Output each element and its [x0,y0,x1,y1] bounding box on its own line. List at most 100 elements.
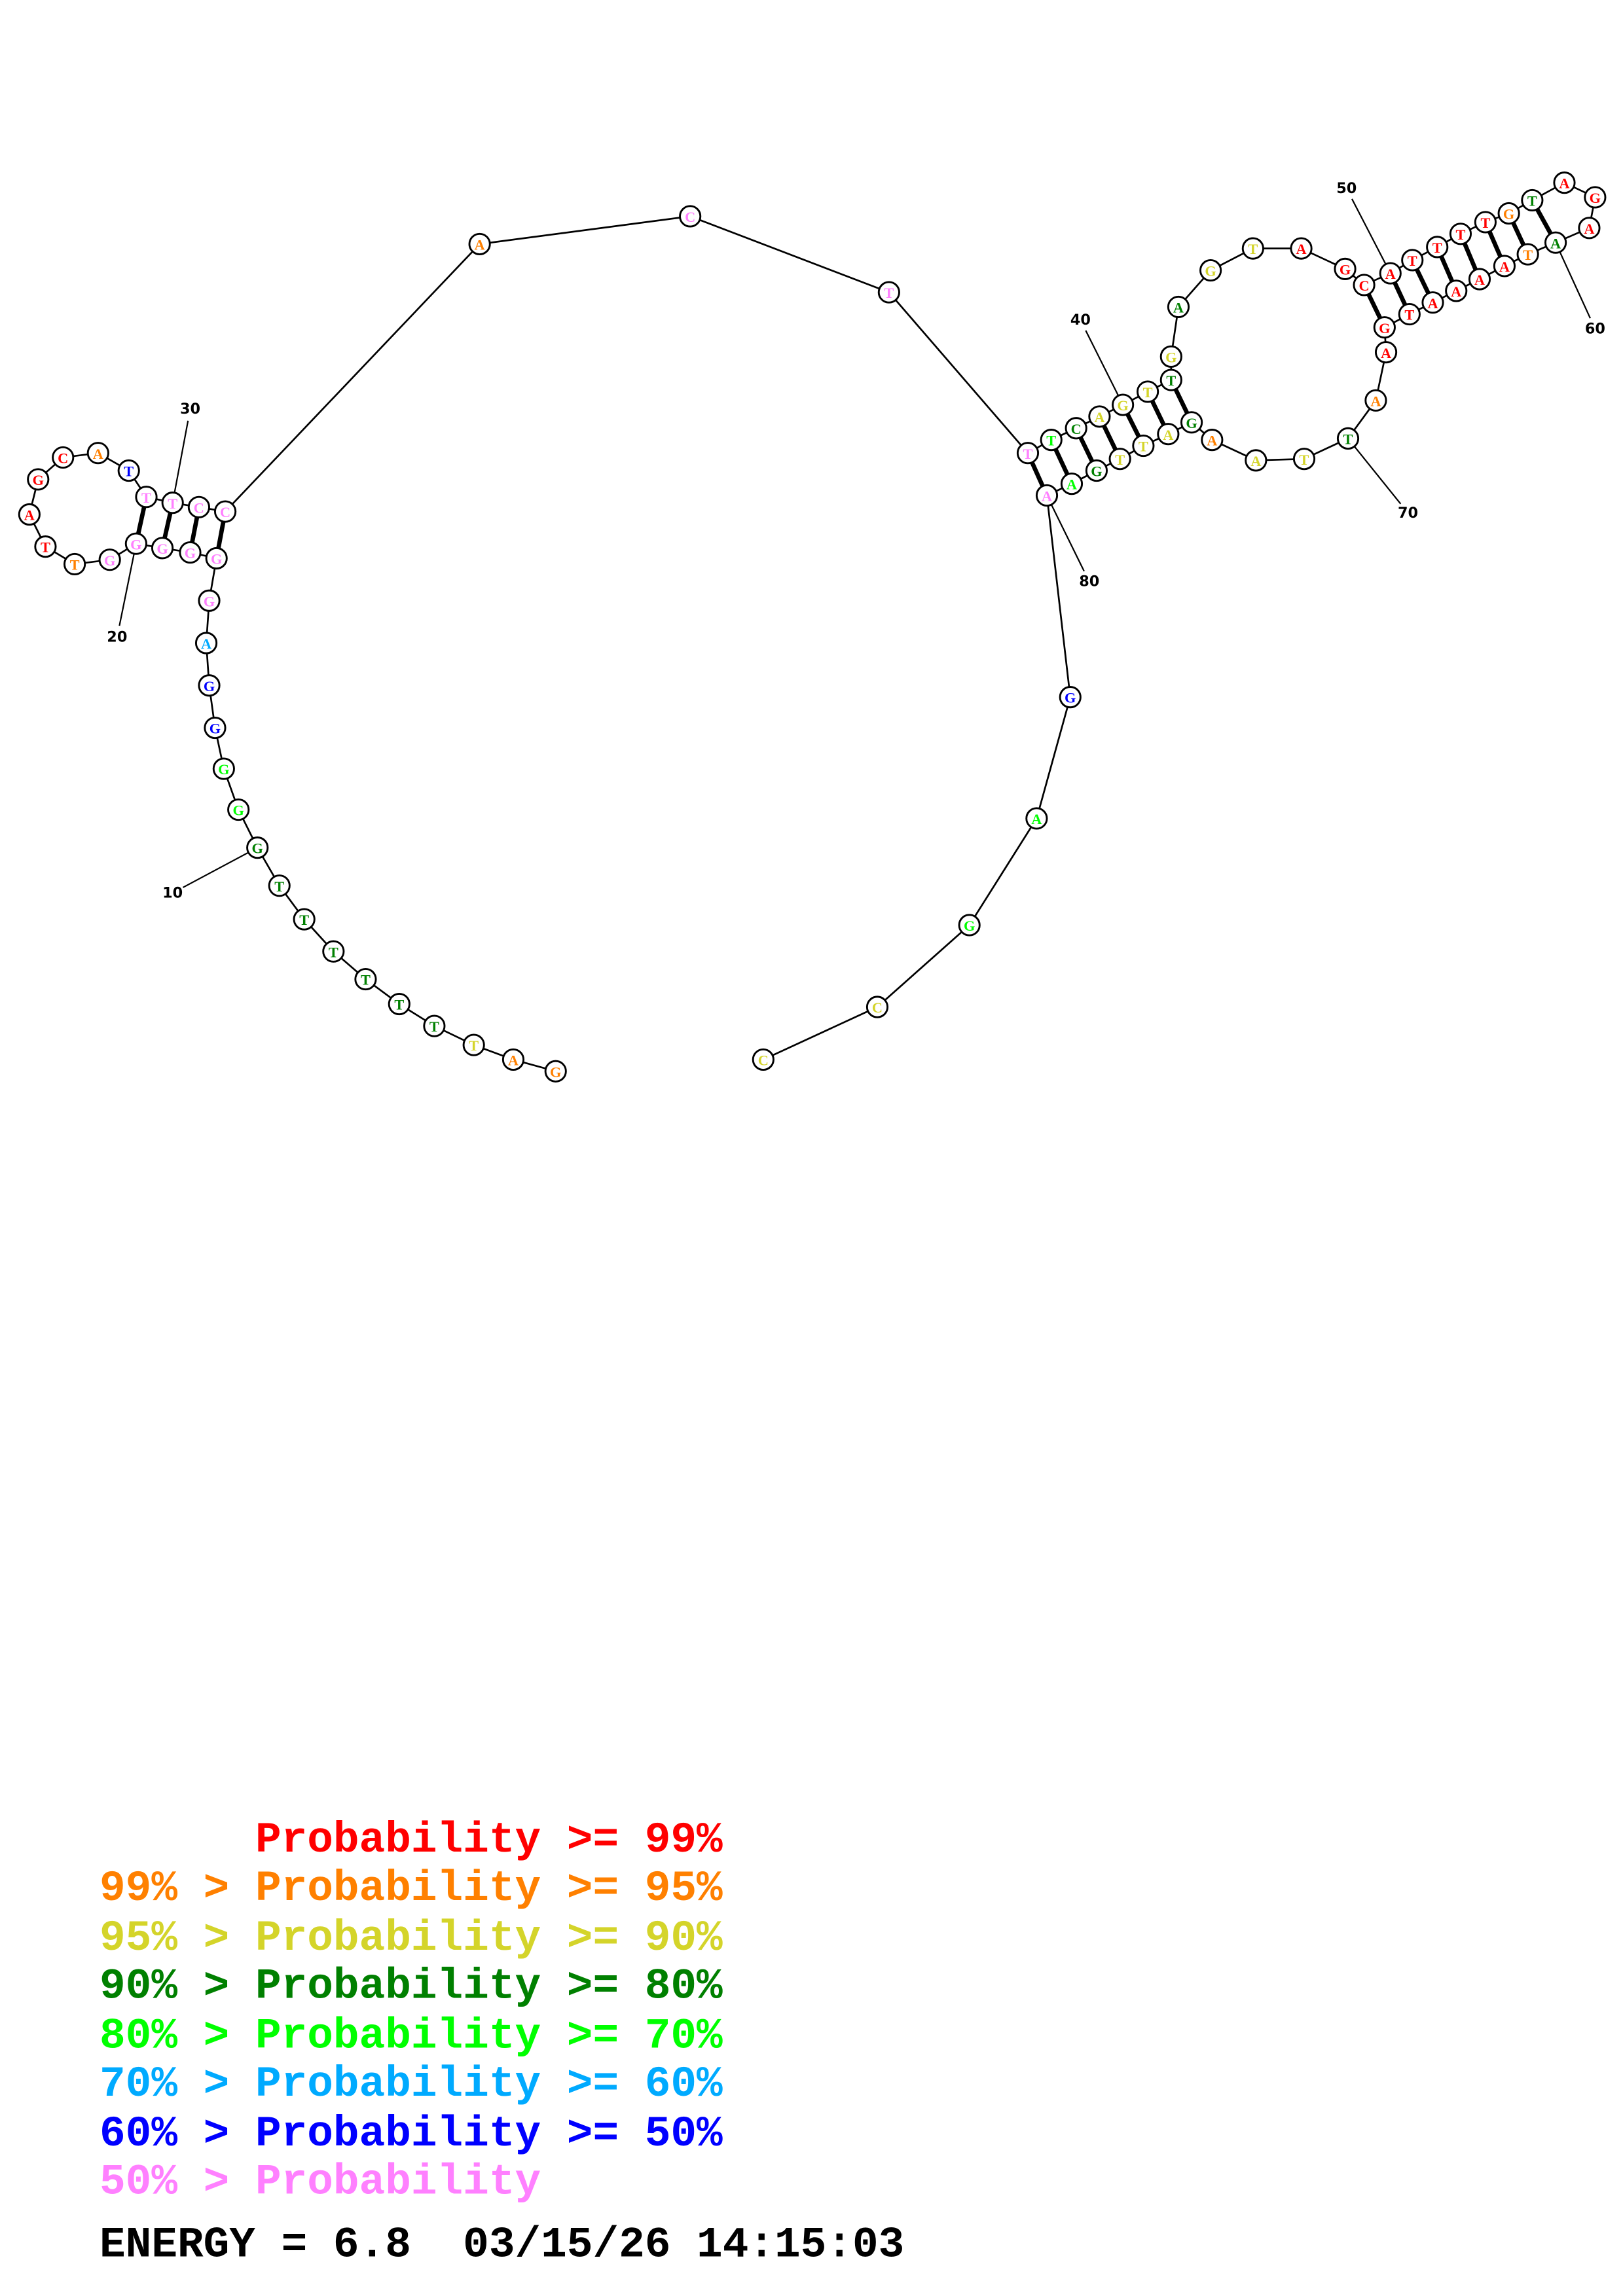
nucleotide-base: A [1427,295,1438,312]
position-tick [1351,198,1391,274]
nucleotide-base: T [1115,452,1125,468]
nucleotide: T [117,459,140,482]
nucleotide-circle [117,459,140,482]
nucleotide-circle [1334,257,1357,280]
nucleotide: A [1544,231,1567,254]
nucleotide-circle [213,500,237,523]
nucleotide-circle [204,716,227,740]
position-label: 60 [1585,320,1605,337]
nucleotide-circle [354,968,377,991]
nucleotide: G [1112,393,1135,416]
nucleotide-circle [1379,262,1402,285]
position-label: 30 [180,401,200,418]
nucleotide-circle [1241,237,1264,260]
nucleotide-base: C [220,504,230,520]
nucleotide: C [1065,417,1087,440]
nucleotide: A [1553,171,1576,194]
nucleotide: G [205,547,228,570]
nucleotide-circle [205,547,228,570]
nucleotide: A [1167,295,1190,319]
nucleotide-base: C [1359,278,1370,294]
nucleotide: A [1290,237,1313,260]
nucleotide-circle [1578,217,1601,240]
energy-line: ENERGY = 6.8 03/15/26 14:15:03 [100,2221,904,2270]
nucleotide-base: A [508,1052,519,1069]
nucleotide-circle [198,589,221,612]
nucleotide: T [354,968,377,991]
nucleotide-base: G [211,551,222,567]
nucleotide-circle [1059,686,1082,709]
nucleotide: C [866,996,889,1018]
position-tick [1085,330,1124,406]
nucleotide-circle [1040,429,1063,452]
nucleotide: C [187,495,210,518]
nucleotide-circle [1245,449,1267,472]
nucleotide: T [268,874,291,897]
nucleotide: T [1241,237,1264,260]
nucleotide-base: T [884,285,894,301]
nucleotide-circle [1157,423,1180,446]
nucleotide-circle [1201,429,1224,452]
nucleotide: T [1132,434,1155,457]
nucleotide-base: A [93,446,103,462]
nucleotide: T [63,552,86,576]
position-tick [182,847,258,888]
nucleotide-circle [124,532,147,555]
nucleotide-circle [1493,255,1516,278]
nucleotide: G [1180,411,1203,434]
nucleotide-base: T [1432,240,1442,256]
nucleotide-base: A [1559,175,1569,192]
nucleotide-base: G [130,536,141,552]
nucleotide-base: T [141,490,151,506]
nucleotide-base: A [1499,259,1510,275]
nucleotide-circle [179,541,202,564]
nucleotide-base: T [41,539,50,556]
nucleotide-circle [1112,393,1135,416]
probability-legend: Probability >= 99% 99% > Probability >= … [100,1816,904,2270]
nucleotide-circle [1159,345,1182,368]
nucleotide: T [388,992,410,1016]
nucleotide: T [34,535,57,558]
nucleotide: G [544,1060,567,1083]
nucleotide: A [194,632,218,655]
nucleotide-circle [1016,442,1040,465]
nucleotide-base: T [1023,446,1033,462]
nucleotide-base: A [1296,241,1306,257]
nucleotide-base: T [361,972,371,988]
nucleotide-base: G [204,678,215,694]
nucleotide-circle [468,232,491,255]
nucleotide-circle [423,1014,446,1037]
nucleotide: G [151,537,174,560]
nucleotide: A [1157,423,1180,446]
nucleotide-base: A [24,507,35,524]
nucleotide: T [1398,303,1421,326]
nucleotide-circle [866,996,889,1018]
position-tick [119,543,137,626]
nucleotide-base: C [194,499,204,516]
nucleotide-base: G [1091,463,1102,480]
backbone-segment [689,215,890,293]
nucleotide: A [1421,291,1444,314]
backbone [28,181,1596,1073]
nucleotide: T [462,1033,485,1056]
backbone-segment [1046,495,1072,698]
nucleotide-circle [1398,303,1421,326]
nucleotide: A [1060,473,1084,495]
nucleotide-circle [1401,249,1424,272]
nucleotide-base: C [1071,421,1082,437]
nucleotide: T [423,1014,446,1037]
nucleotide-circle [1088,405,1111,428]
backbone-segment [225,243,481,512]
nucleotide: G [1373,316,1396,339]
base-pairs [134,199,1558,559]
nucleotide-circle [1516,243,1539,266]
nucleotide: A [1245,449,1267,472]
nucleotide-circle [98,548,121,571]
nucleotide-base: T [274,878,284,895]
nucleotide: T [1016,442,1040,465]
legend-line-p50: 60% > Probability >= 50% [100,2109,723,2159]
nucleotide-circle [1199,259,1222,282]
nucleotide: G [958,914,981,937]
nucleotide: T [1449,223,1472,245]
nucleotide-circle [1167,295,1190,319]
